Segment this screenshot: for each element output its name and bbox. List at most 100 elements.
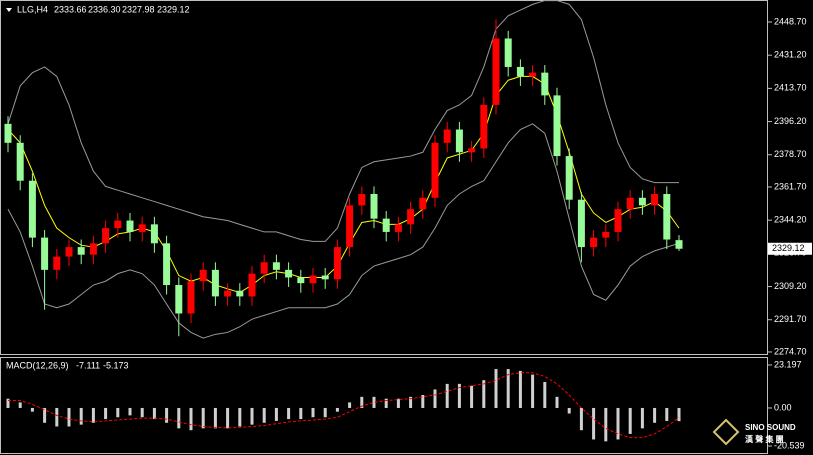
macd-bar — [18, 402, 22, 408]
macd-bar — [226, 407, 230, 429]
candle-body — [626, 197, 634, 210]
macd-bar — [494, 369, 498, 408]
candle-body — [114, 220, 122, 229]
signal-readout: -5.173 — [103, 360, 129, 370]
candle-body — [382, 218, 390, 232]
macd-bar — [91, 407, 95, 423]
macd-bar — [653, 407, 657, 423]
macd-bar — [360, 396, 364, 408]
candle-body — [150, 224, 158, 244]
macd-panel-frame — [0, 357, 768, 454]
macd-bar — [128, 407, 132, 416]
candle-body — [89, 243, 97, 255]
candle-body — [663, 193, 671, 240]
candle-body — [224, 290, 232, 297]
macd-bar — [372, 396, 376, 408]
macd-bar — [579, 407, 583, 431]
macd-bar — [213, 407, 217, 429]
candle-body — [199, 269, 207, 282]
y-tick-label: 0.00 — [774, 402, 792, 412]
candle-body — [651, 193, 659, 206]
indicator-line — [7, 123, 680, 339]
candle-body — [577, 199, 585, 248]
macd-bar — [396, 398, 400, 408]
macd-bar — [274, 407, 278, 421]
candle-body — [565, 156, 573, 200]
candle-body — [602, 231, 610, 238]
price-tag — [768, 242, 812, 255]
candle-body — [504, 38, 512, 67]
macd-bar — [457, 383, 461, 408]
readout-open: 2333.66 — [54, 4, 87, 14]
y-tick-label: 23.197 — [774, 359, 802, 369]
candle-body — [28, 180, 36, 238]
macd-bar — [384, 398, 388, 408]
candle-body — [492, 38, 500, 105]
macd-bar — [238, 407, 242, 427]
macd-bar — [201, 407, 205, 429]
y-tick-label: 2431.20 — [774, 50, 807, 60]
macd-bar — [6, 398, 10, 408]
macd-bar — [335, 407, 339, 412]
candle-body — [138, 224, 146, 232]
brand-chinese: 漢 聲 集 團 — [745, 434, 784, 444]
y-tick-label: 2448.70 — [774, 16, 807, 26]
indicator-line — [7, 0, 679, 242]
macd-bar — [592, 407, 596, 440]
macd-bar — [409, 396, 413, 408]
candle-body — [333, 247, 341, 280]
candle-body — [541, 72, 549, 96]
candle-body — [516, 66, 524, 77]
indicator-line — [7, 75, 680, 294]
header: LLG,H4 2333.66 2336.30 2327.98 2329.12 M… — [6, 4, 190, 370]
candle-body — [77, 247, 85, 255]
candle-body — [675, 240, 683, 249]
macd-bar — [250, 407, 254, 425]
readout-close: 2329.12 — [157, 4, 190, 14]
macd-bar — [543, 382, 547, 408]
macd-bar — [616, 407, 620, 440]
macd-bar — [640, 407, 644, 429]
candle-body — [419, 197, 427, 210]
candle-body — [407, 209, 415, 225]
candle-body — [455, 129, 463, 153]
macd-bar — [177, 407, 181, 429]
candle-body — [248, 273, 256, 297]
price-tag-label: 2329.12 — [772, 243, 805, 253]
macd-bar — [287, 407, 291, 420]
macd-bar — [30, 407, 34, 412]
macd-bar — [677, 407, 681, 422]
macd-bar — [43, 407, 47, 423]
candle-body — [211, 269, 219, 297]
candle-body — [529, 72, 537, 77]
candle-body — [443, 129, 451, 143]
candle-body — [346, 205, 354, 248]
macd-bar — [262, 407, 266, 423]
macd-bar — [518, 370, 522, 408]
candle-body — [236, 290, 244, 297]
macd-bar — [299, 407, 303, 420]
candle-body — [102, 228, 110, 244]
brand: SINO SOUND — [745, 423, 796, 432]
candle-body — [272, 262, 280, 270]
signal-line — [8, 372, 680, 439]
macd-bar — [665, 407, 669, 421]
macd-bar — [567, 407, 571, 414]
macd-readout: -7.111 — [76, 360, 100, 370]
menu-arrow[interactable] — [6, 8, 12, 12]
candle-body — [480, 104, 488, 149]
candle-body — [309, 275, 317, 284]
macd-bar — [506, 369, 510, 408]
candle-body — [370, 193, 378, 219]
candle-body — [590, 237, 598, 248]
candle-body — [285, 269, 293, 278]
candle-body — [468, 148, 476, 153]
macd-bar — [55, 407, 59, 427]
candle-body — [394, 224, 402, 232]
candle-body — [163, 243, 171, 286]
macd-bar — [323, 407, 327, 418]
macd-bar — [79, 407, 83, 425]
candle-body — [260, 262, 268, 274]
y-tick-label: 2309.20 — [774, 281, 807, 291]
candle-body — [65, 247, 73, 257]
